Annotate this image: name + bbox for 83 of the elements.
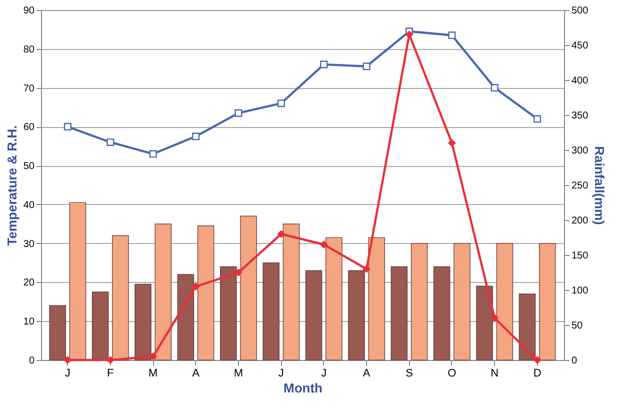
y2-tick-label: 450 — [572, 40, 589, 52]
y2-tick-label: 0 — [572, 356, 578, 366]
bar — [433, 266, 450, 360]
point — [106, 356, 114, 364]
x-tick-label: S — [406, 368, 413, 380]
bar — [177, 274, 194, 360]
y-tick-label: 60 — [23, 122, 35, 134]
point — [534, 356, 542, 364]
point — [534, 115, 542, 123]
bar — [69, 202, 86, 360]
y2-tick-label: 200 — [572, 216, 589, 226]
point — [490, 314, 498, 322]
point — [490, 84, 498, 92]
x-tick-label: F — [107, 368, 114, 380]
y-tick-label: 90 — [23, 6, 35, 16]
point — [149, 150, 157, 158]
point — [405, 30, 413, 38]
x-axis-title: Month — [284, 380, 323, 396]
y-tick-label: 10 — [23, 316, 35, 328]
bar — [197, 226, 214, 360]
point — [277, 100, 285, 108]
point — [362, 62, 370, 70]
y-tick-label: 70 — [23, 83, 35, 94]
x-tick-label: N — [490, 368, 499, 380]
bar — [134, 284, 152, 360]
x-tick-label: J — [64, 368, 70, 380]
y-tick-label: 50 — [23, 161, 35, 172]
y2-tick-label: 150 — [572, 250, 589, 262]
point — [448, 139, 456, 147]
bar — [326, 237, 342, 360]
point — [64, 356, 72, 364]
y-tick-label: 40 — [23, 200, 35, 211]
x-tick-label: O — [448, 368, 457, 380]
bar — [92, 292, 109, 360]
y2-tick-label: 50 — [572, 320, 584, 332]
bar — [410, 243, 428, 360]
x-tick-label: J — [278, 368, 284, 380]
y2-tick-label: 400 — [572, 76, 589, 86]
bar — [368, 237, 385, 360]
y-tick-label: 0 — [28, 356, 35, 366]
x-tick-label: J — [321, 368, 327, 380]
bar — [390, 266, 408, 360]
point — [234, 268, 242, 276]
point — [106, 138, 114, 146]
y-tick-label: 30 — [23, 238, 35, 250]
bar — [496, 243, 514, 360]
bar — [305, 270, 322, 360]
x-tick-label: A — [362, 368, 371, 380]
point — [448, 32, 456, 40]
bar — [282, 224, 300, 360]
bar — [49, 305, 66, 360]
x-tick-label: D — [533, 368, 542, 380]
x-tick-label: M — [148, 368, 158, 380]
point — [320, 60, 328, 68]
bar — [220, 266, 237, 360]
bar — [539, 243, 556, 360]
y2-axis-title: Rainfall(mm) — [592, 146, 608, 225]
bar — [518, 294, 536, 360]
point — [192, 132, 200, 140]
x-tick-label: M — [234, 368, 244, 380]
bar — [112, 235, 129, 360]
point — [149, 352, 157, 360]
y2-tick-label: 250 — [572, 180, 589, 192]
x-tick-label: A — [192, 368, 200, 380]
y2-tick-label: 350 — [572, 110, 589, 122]
y2-tick-label: 100 — [572, 286, 589, 296]
bar — [154, 224, 172, 360]
point — [64, 122, 72, 130]
point — [192, 282, 200, 290]
bar — [240, 216, 257, 360]
point — [320, 240, 328, 248]
bar — [454, 243, 470, 360]
y2-tick-label: 500 — [572, 6, 589, 16]
point — [277, 230, 285, 238]
point — [362, 265, 370, 273]
y-tick-label: 20 — [23, 278, 35, 289]
bar — [476, 286, 493, 360]
bar — [348, 270, 365, 360]
point — [234, 109, 242, 117]
bar — [262, 262, 280, 360]
y-tick-label: 80 — [23, 44, 35, 56]
y2-tick-label: 300 — [572, 146, 589, 156]
y-axis-title: Temperature & R.H. — [4, 125, 20, 246]
